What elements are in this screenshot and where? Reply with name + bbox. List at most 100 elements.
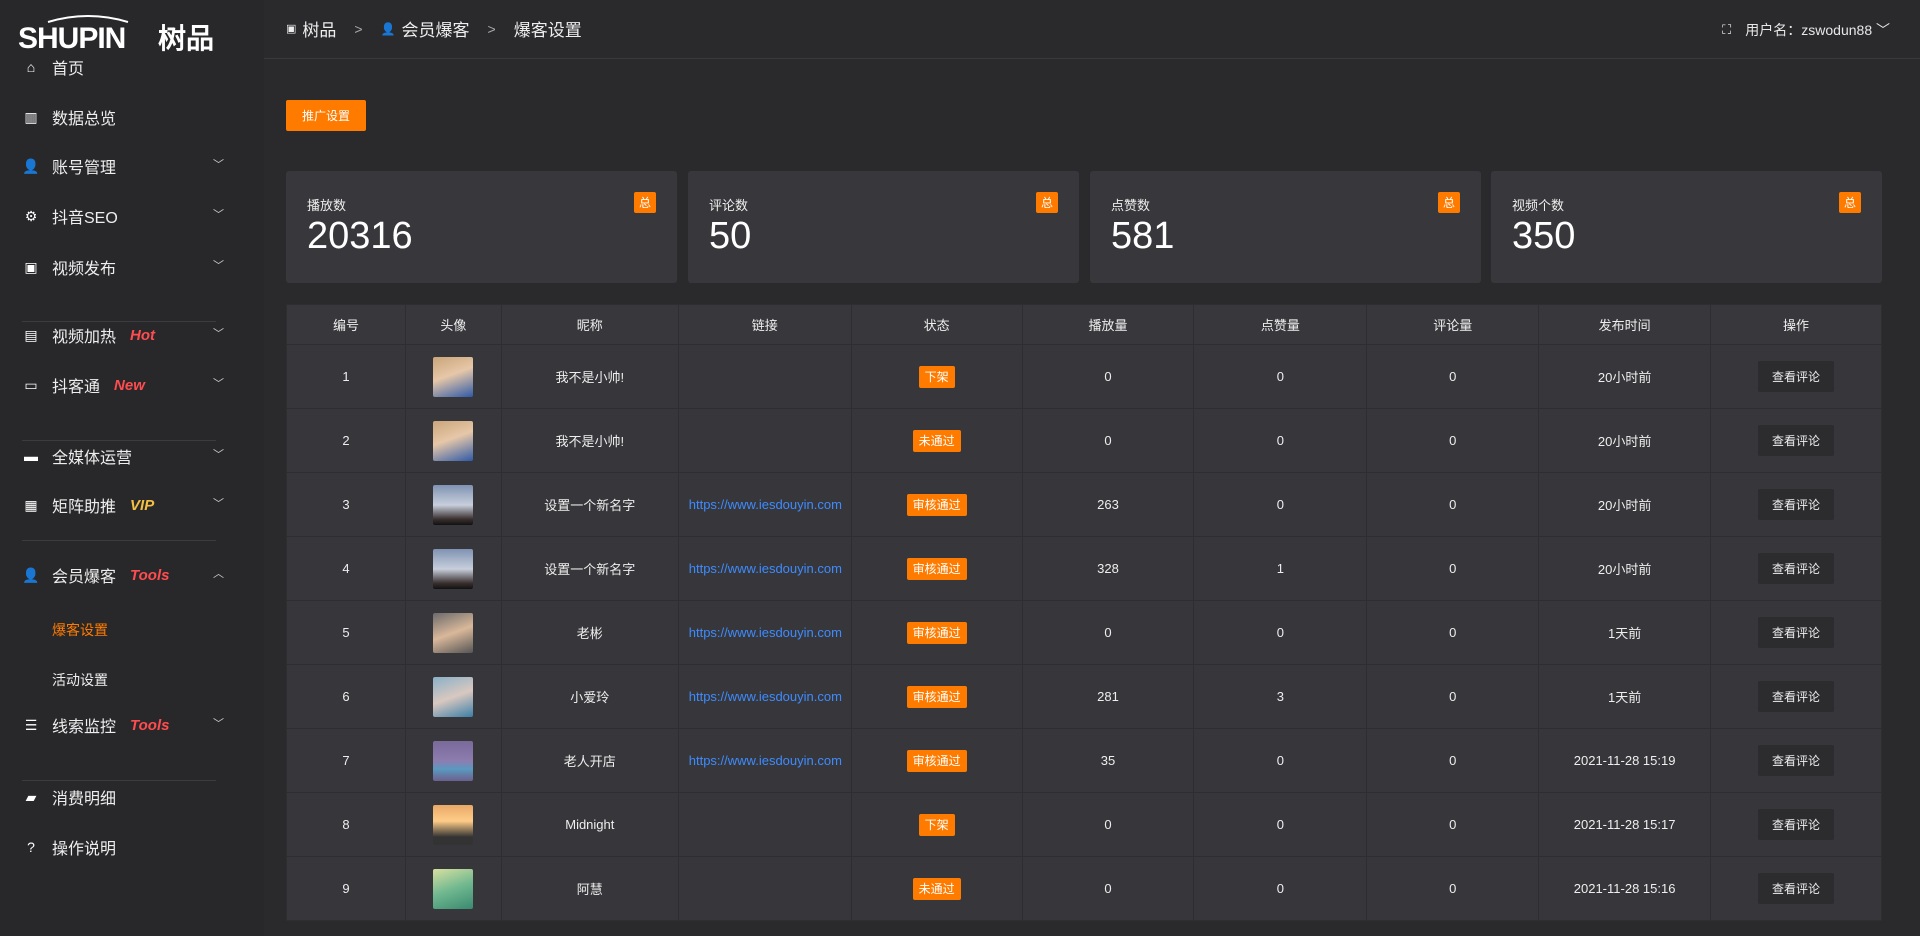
promo-settings-button[interactable]: 推广设置 [286, 100, 366, 131]
view-comments-button[interactable]: 查看评论 [1758, 809, 1835, 840]
row-id: 2 [286, 408, 406, 473]
chevron-down-icon: ﹀ [213, 159, 224, 171]
row-id: 1 [286, 344, 406, 409]
row-id: 7 [286, 728, 406, 793]
likes: 3 [1193, 664, 1368, 729]
sidebar-tag: Tools [130, 566, 170, 584]
publish-time: 2021-11-28 15:17 [1538, 792, 1712, 857]
sidebar-item[interactable]: ☰ 线索监控 Tools ﹀ [22, 705, 224, 745]
grid-icon: ▦ [24, 496, 38, 513]
row-id: 5 [286, 600, 406, 665]
avatar [433, 356, 474, 397]
fullscreen-icon[interactable]: ⛶ [1722, 22, 1732, 37]
view-comments-button[interactable]: 查看评论 [1758, 361, 1835, 392]
link-cell: https://www.iesdouyin.com [677, 600, 852, 665]
video-link[interactable]: https://www.iesdouyin.com [688, 497, 842, 512]
plays: 281 [1021, 664, 1195, 729]
status-badge: 下架 [918, 366, 955, 388]
nickname: Midnight [500, 792, 679, 857]
action-cell: 查看评论 [1710, 664, 1882, 729]
svg-text:树品: 树品 [158, 22, 214, 54]
likes: 0 [1193, 792, 1368, 857]
sidebar-item[interactable]: 👤 会员爆客 Tools ︿ [22, 555, 224, 595]
nickname: 老人开店 [500, 728, 679, 793]
sidebar-item[interactable]: ⚙ 抖音SEO ﹀ [22, 196, 224, 236]
stat-value: 350 [1512, 215, 1576, 257]
link-cell: https://www.iesdouyin.com [677, 728, 852, 793]
view-comments-button[interactable]: 查看评论 [1758, 873, 1835, 904]
link-cell: https://www.iesdouyin.com [677, 664, 852, 729]
divider [22, 780, 216, 781]
sidebar-subitem[interactable]: 活动设置 [52, 672, 108, 688]
publish-time: 2021-11-28 15:19 [1538, 728, 1712, 793]
stat-card: 视频个数 350 总 [1491, 171, 1882, 283]
chevron-down-icon: ﹀ [213, 328, 224, 340]
sidebar-item-label: 操作说明 [52, 841, 117, 858]
chevron-down-icon: ﹀ [213, 260, 224, 272]
sidebar-tag: Tools [130, 716, 170, 734]
row-id: 6 [286, 664, 406, 729]
status-cell: 下架 [850, 792, 1023, 857]
action-cell: 查看评论 [1710, 600, 1882, 665]
table-row: 2 我不是小帅! 未通过 0 0 0 20小时前 查看评论 [286, 408, 1882, 473]
status-cell: 审核通过 [850, 536, 1023, 601]
action-cell: 查看评论 [1710, 728, 1882, 793]
sidebar-subitem[interactable]: 爆客设置 [52, 622, 108, 638]
view-comments-button[interactable]: 查看评论 [1758, 425, 1835, 456]
breadcrumb-item[interactable]: 会员爆客 [401, 21, 470, 40]
chevron-down-icon: ﹀ [213, 498, 224, 510]
stat-card: 点赞数 581 总 [1090, 171, 1481, 283]
status-cell: 审核通过 [850, 664, 1023, 729]
view-comments-button[interactable]: 查看评论 [1758, 617, 1835, 648]
video-link[interactable]: https://www.iesdouyin.com [688, 625, 842, 640]
comments: 0 [1366, 792, 1540, 857]
breadcrumb-item[interactable]: 树品 [302, 21, 337, 40]
sidebar-item[interactable]: ⌂ 首页 [22, 47, 222, 87]
sidebar: SHUPIN 树品 ⌂ 首页 ▥ 数据总览 👤 账号管理 ﹀ ⚙ 抖音SEO ﹀ ▣ 视频发布 ﹀ ▤ 视频… [0, 0, 264, 936]
avatar-cell [404, 600, 502, 665]
row-id: 4 [286, 536, 406, 601]
sidebar-item[interactable]: ▰ 消费明细 [22, 777, 222, 817]
table-row: 7 老人开店 https://www.iesdouyin.com 审核通过 35 0 0 20… [286, 728, 1882, 793]
plays: 0 [1021, 792, 1195, 857]
status-badge: 审核通过 [906, 686, 967, 708]
sidebar-item[interactable]: ▭ 抖客通 New ﹀ [22, 365, 224, 405]
bar-chart-icon: ▥ [24, 108, 38, 125]
view-comments-button[interactable]: 查看评论 [1758, 681, 1835, 712]
video-link[interactable]: https://www.iesdouyin.com [688, 561, 842, 576]
sidebar-tag: VIP [130, 496, 155, 514]
sidebar-item[interactable]: ▬ 全媒体运营 ﹀ [22, 436, 224, 476]
video-link[interactable]: https://www.iesdouyin.com [688, 689, 842, 704]
sidebar-item[interactable]: ▤ 视频加热 Hot ﹀ [22, 315, 224, 355]
comments: 0 [1366, 472, 1540, 537]
avatar-cell [404, 664, 502, 729]
sidebar-item[interactable]: ▦ 矩阵助推 VIP ﹀ [22, 485, 224, 525]
logo: SHUPIN 树品 [18, 15, 214, 54]
camera-icon: ▣ [24, 258, 38, 275]
view-comments-button[interactable]: 查看评论 [1758, 745, 1835, 776]
sidebar-item-label: 消费明细 [52, 791, 117, 808]
action-cell: 查看评论 [1710, 408, 1882, 473]
total-badge: 总 [1838, 192, 1861, 213]
plays: 328 [1021, 536, 1195, 601]
chevron-down-icon: ﹀ [213, 209, 224, 221]
user-menu[interactable]: 用户名：zswodun88 ﹀ [1745, 22, 1890, 38]
sidebar-item-label: 全媒体运营 [52, 450, 133, 467]
status-badge: 审核通过 [906, 622, 967, 644]
video-link[interactable]: https://www.iesdouyin.com [688, 753, 842, 768]
sidebar-item[interactable]: 👤 账号管理 ﹀ [22, 146, 224, 186]
sidebar-item[interactable]: ▣ 视频发布 ﹀ [22, 247, 224, 287]
sidebar-item[interactable]: ▥ 数据总览 [22, 97, 222, 137]
row-id: 9 [286, 856, 406, 921]
table-row: 1 我不是小帅! 下架 0 0 0 20小时前 查看评论 [286, 344, 1882, 409]
chevron-up-icon: ︿ [213, 568, 224, 580]
nickname: 小爱玲 [500, 664, 679, 729]
view-comments-button[interactable]: 查看评论 [1758, 489, 1835, 520]
view-comments-button[interactable]: 查看评论 [1758, 553, 1835, 584]
column-header: 发布时间 [1538, 304, 1712, 345]
sidebar-item[interactable]: ? 操作说明 [22, 827, 222, 867]
status-badge: 审核通过 [906, 558, 967, 580]
avatar [433, 676, 474, 717]
avatar [433, 484, 474, 525]
plays: 35 [1021, 728, 1195, 793]
